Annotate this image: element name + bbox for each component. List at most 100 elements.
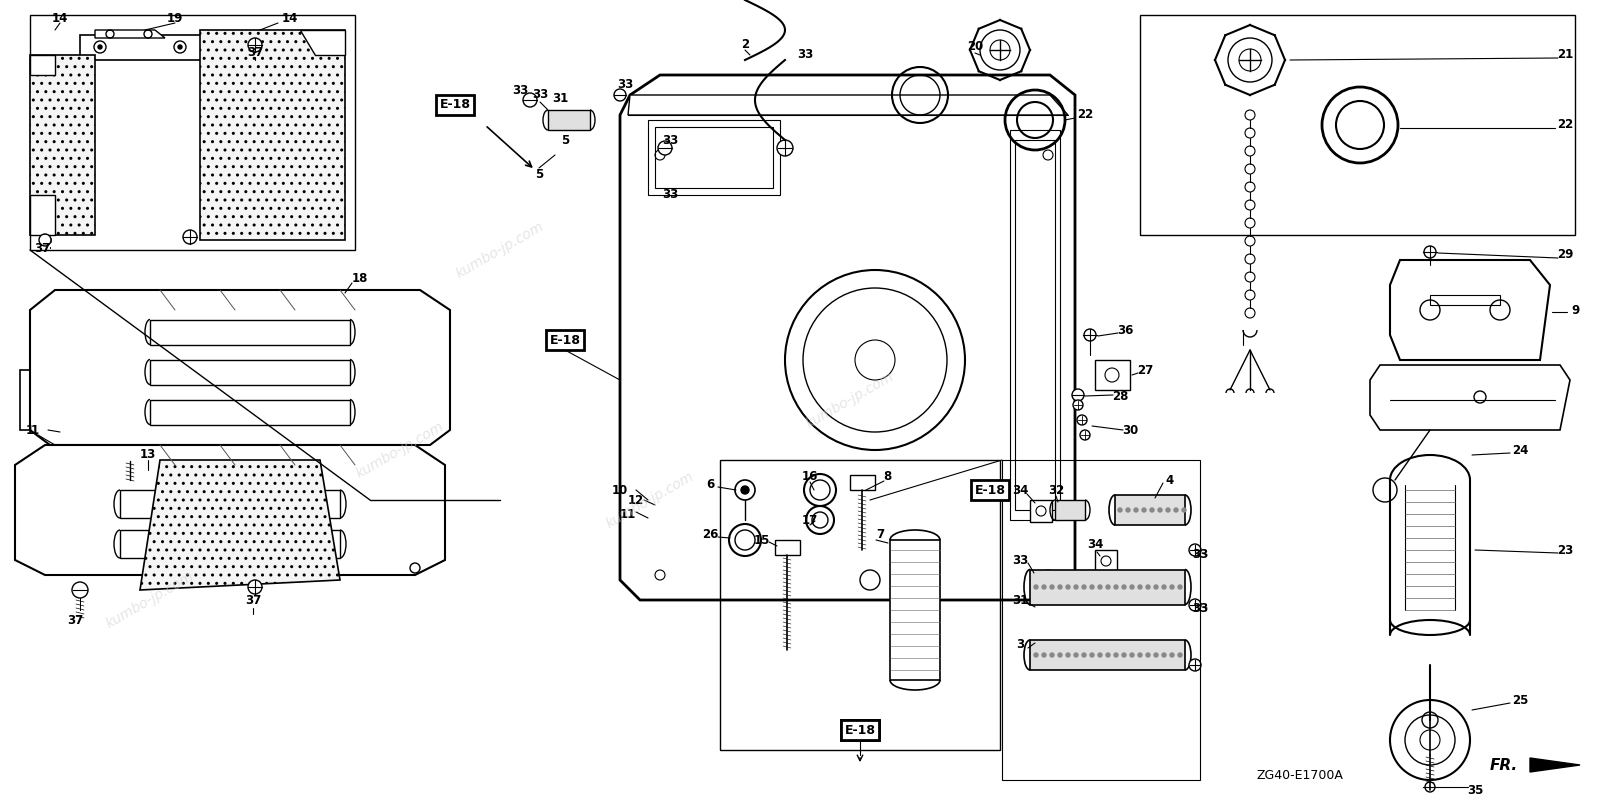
Text: 33: 33 [512, 84, 528, 97]
Polygon shape [1530, 758, 1581, 772]
Polygon shape [30, 55, 94, 235]
Circle shape [1426, 782, 1435, 792]
Circle shape [1178, 653, 1182, 657]
Polygon shape [850, 475, 875, 490]
Text: 2: 2 [741, 38, 749, 51]
Circle shape [1189, 659, 1202, 671]
Polygon shape [35, 385, 66, 415]
Text: 15: 15 [754, 534, 770, 547]
Circle shape [658, 141, 672, 155]
Text: 37: 37 [34, 241, 50, 255]
Circle shape [1085, 329, 1096, 341]
Text: 31: 31 [552, 92, 568, 105]
Text: 33: 33 [1192, 602, 1208, 614]
Circle shape [1158, 508, 1162, 512]
Circle shape [1058, 585, 1062, 589]
Circle shape [1154, 653, 1158, 657]
Text: 37: 37 [245, 594, 261, 606]
Text: E-18: E-18 [440, 98, 470, 112]
Polygon shape [547, 110, 590, 130]
Text: 33: 33 [618, 78, 634, 92]
Text: 8: 8 [883, 470, 891, 483]
Circle shape [1170, 653, 1174, 657]
Text: 22: 22 [1077, 109, 1093, 121]
Text: 20: 20 [966, 41, 982, 54]
Text: E-18: E-18 [974, 483, 1005, 496]
Polygon shape [141, 460, 339, 590]
Text: ZG40-E1700A: ZG40-E1700A [1256, 769, 1344, 782]
Circle shape [72, 582, 88, 598]
Text: E-18: E-18 [845, 724, 875, 737]
Text: 33: 33 [662, 133, 678, 146]
Polygon shape [1370, 365, 1570, 430]
Text: 10: 10 [611, 483, 629, 496]
Text: 36: 36 [1117, 324, 1133, 336]
Text: E-18: E-18 [549, 333, 581, 347]
Text: 6: 6 [706, 479, 714, 491]
Circle shape [1042, 585, 1046, 589]
Circle shape [1090, 585, 1094, 589]
Polygon shape [621, 75, 1075, 600]
Circle shape [1182, 508, 1186, 512]
Text: 33: 33 [797, 49, 813, 62]
Text: 4: 4 [1166, 474, 1174, 487]
Polygon shape [30, 195, 54, 235]
Circle shape [1142, 508, 1146, 512]
Circle shape [1166, 508, 1170, 512]
Text: 29: 29 [1557, 248, 1573, 261]
Text: 33: 33 [662, 189, 678, 201]
Polygon shape [94, 30, 165, 38]
Polygon shape [890, 540, 941, 680]
Text: 21: 21 [1557, 49, 1573, 62]
Circle shape [1098, 585, 1102, 589]
Circle shape [258, 45, 262, 49]
Text: 17: 17 [802, 514, 818, 527]
Circle shape [1174, 508, 1178, 512]
Text: 37: 37 [67, 614, 83, 626]
Circle shape [741, 486, 749, 494]
Circle shape [1074, 585, 1078, 589]
Circle shape [1072, 389, 1085, 401]
Circle shape [1082, 585, 1086, 589]
Text: 1: 1 [30, 423, 38, 436]
Text: E-18: E-18 [845, 724, 875, 737]
Circle shape [523, 93, 538, 107]
Circle shape [248, 38, 262, 52]
Circle shape [1074, 653, 1078, 657]
Polygon shape [30, 290, 450, 445]
Circle shape [734, 480, 755, 500]
Text: FR.: FR. [1490, 757, 1518, 773]
Circle shape [1118, 508, 1122, 512]
Text: 3: 3 [1016, 638, 1024, 651]
Text: 27: 27 [1138, 364, 1154, 376]
Circle shape [1424, 246, 1437, 258]
Text: kumbo-jp.com: kumbo-jp.com [354, 419, 446, 481]
Text: 5: 5 [562, 133, 570, 146]
Text: 31: 31 [1011, 594, 1029, 606]
Polygon shape [30, 55, 54, 75]
Text: 34: 34 [1011, 483, 1029, 496]
Text: 34: 34 [1086, 539, 1102, 551]
Text: 30: 30 [1122, 423, 1138, 436]
Circle shape [1122, 653, 1126, 657]
Text: 32: 32 [1048, 483, 1064, 496]
Circle shape [1106, 653, 1110, 657]
Polygon shape [627, 95, 1069, 115]
Circle shape [1162, 585, 1166, 589]
Text: 24: 24 [1512, 443, 1528, 456]
Text: kumbo-jp.com: kumbo-jp.com [603, 469, 696, 531]
Circle shape [1080, 430, 1090, 440]
Circle shape [778, 140, 794, 156]
Circle shape [1170, 585, 1174, 589]
Polygon shape [301, 30, 346, 55]
Text: 1: 1 [26, 423, 34, 436]
Circle shape [1126, 508, 1130, 512]
Circle shape [1150, 508, 1154, 512]
Circle shape [1162, 653, 1166, 657]
Circle shape [182, 230, 197, 244]
Text: 13: 13 [139, 448, 157, 462]
Circle shape [1189, 544, 1202, 556]
Circle shape [1082, 653, 1086, 657]
Circle shape [1138, 585, 1142, 589]
Circle shape [94, 41, 106, 53]
